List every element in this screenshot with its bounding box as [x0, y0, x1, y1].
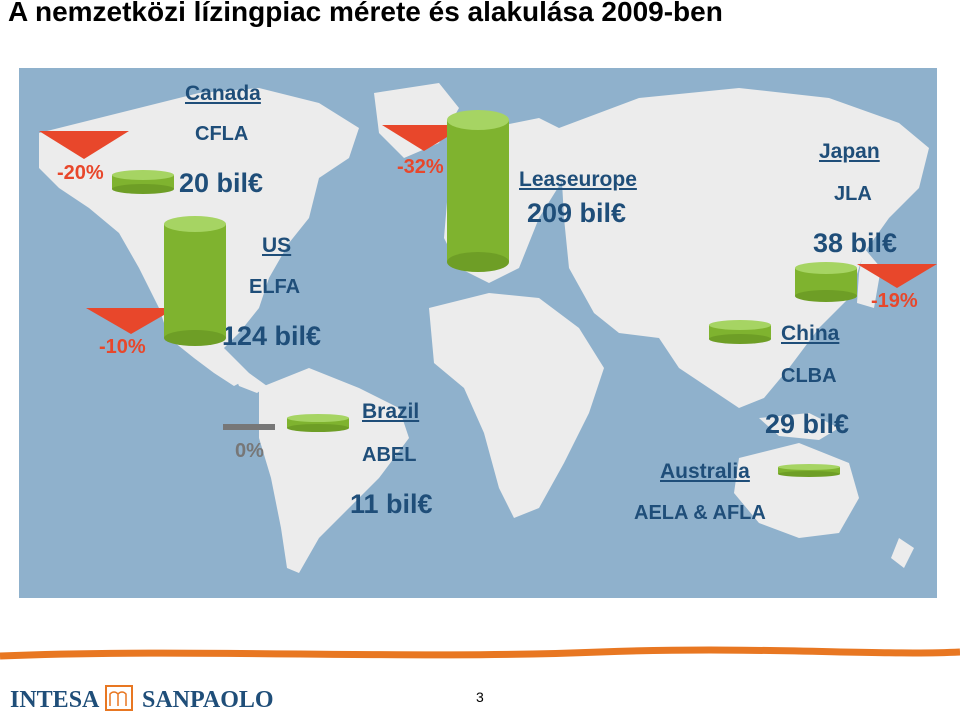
change-japan: -19% [871, 290, 918, 312]
association-canada: CFLA [195, 123, 249, 145]
region-japan: Japan [819, 140, 880, 163]
cylinder-china [709, 320, 771, 344]
decline-arrow-japan [857, 264, 937, 288]
association-china: CLBA [781, 365, 837, 387]
change-leaseurope: -32% [397, 156, 444, 178]
world-map: Canada CFLA 20 bil€ -20% US ELFA 124 bil… [19, 68, 937, 598]
association-us: ELFA [249, 276, 301, 298]
region-us: US [262, 234, 292, 257]
volume-canada: 20 bil€ [179, 168, 264, 198]
association-japan: JLA [834, 183, 872, 205]
cylinder-europe [447, 110, 509, 272]
volume-leaseurope: 209 bil€ [527, 198, 627, 228]
cylinder-brazil [287, 414, 349, 432]
region-china: China [781, 322, 840, 345]
volume-japan: 38 bil€ [813, 228, 898, 258]
company-logo: INTESA SANPAOLO [10, 680, 280, 714]
cylinder-japan [795, 262, 857, 302]
change-brazil: 0% [235, 440, 264, 462]
decline-arrow-europe [382, 125, 467, 151]
region-australia: Australia [660, 460, 750, 483]
association-australia: AELA & AFLA [634, 502, 766, 524]
cylinder-australia [778, 464, 840, 477]
association-brazil: ABEL [362, 444, 417, 466]
region-brazil: Brazil [362, 400, 420, 423]
flat-marker-brazil [223, 424, 275, 430]
region-canada: Canada [185, 82, 261, 105]
intesa-sanpaolo-logo: INTESA SANPAOLO [10, 685, 274, 713]
change-us: -10% [99, 336, 146, 358]
decline-arrow-us [86, 308, 176, 334]
slide-title: A nemzetközi lízingpiac mérete és alakul… [8, 0, 723, 27]
logo-left-text: INTESA [10, 687, 100, 713]
footer-divider [0, 646, 960, 660]
volume-us: 124 bil€ [222, 321, 322, 351]
logo-right-text: SANPAOLO [142, 687, 274, 713]
cylinder-us [164, 216, 226, 346]
volume-china: 29 bil€ [765, 409, 850, 439]
decline-arrow-canada [39, 131, 129, 159]
volume-brazil: 11 bil€ [350, 489, 433, 519]
change-canada: -20% [57, 162, 104, 184]
cylinder-canada [112, 170, 174, 194]
page-number: 3 [476, 689, 484, 705]
region-leaseurope: Leaseurope [519, 168, 637, 191]
